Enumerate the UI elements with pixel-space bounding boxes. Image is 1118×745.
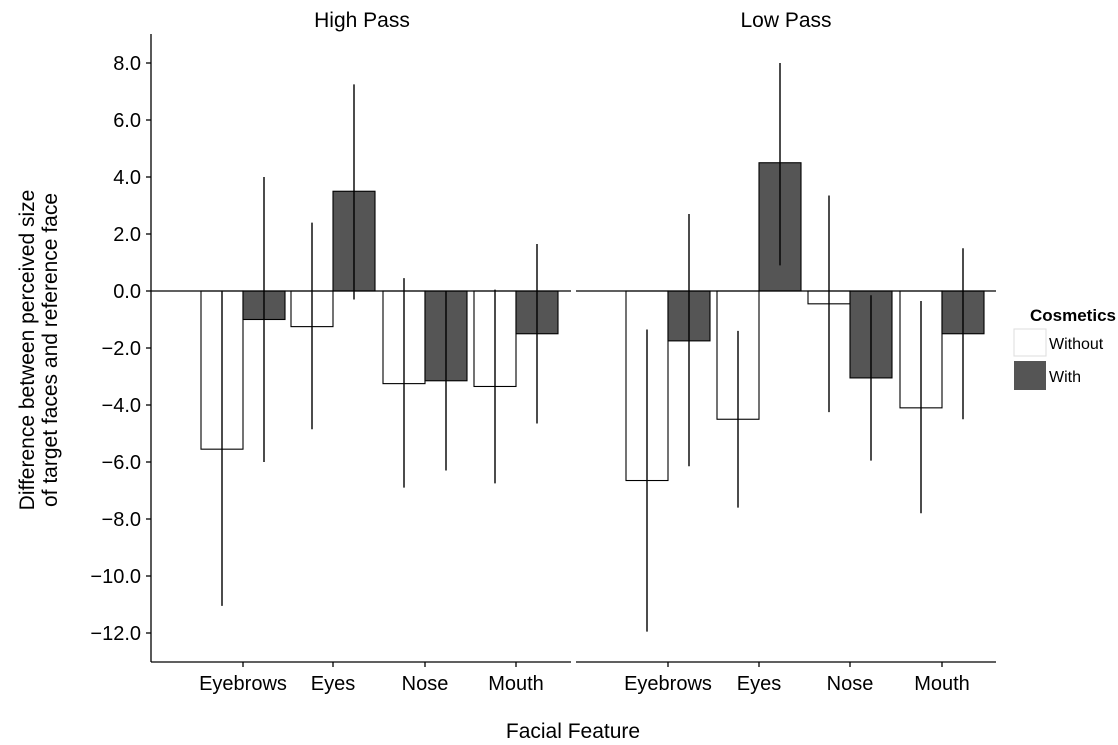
x-tick-label: Nose — [827, 673, 874, 695]
legend-title: Cosmetics — [1030, 306, 1116, 325]
y-tick-label: −2.0 — [102, 338, 141, 360]
x-tick-label: Mouth — [488, 673, 544, 695]
y-axis-title-line-1: Difference between perceived size — [16, 190, 39, 511]
legend-swatch-without — [1013, 328, 1047, 357]
x-tick-label: Mouth — [914, 673, 970, 695]
facet-title: Low Pass — [740, 9, 831, 32]
x-tick-label: Eyes — [311, 673, 355, 695]
y-tick-label: −4.0 — [102, 395, 141, 417]
y-tick-label: −6.0 — [102, 452, 141, 474]
legend: Cosmetics Without With — [1013, 306, 1116, 390]
x-tick-label: Eyebrows — [624, 673, 712, 695]
y-tick-label: 0.0 — [113, 281, 141, 303]
legend-swatch-with — [1014, 361, 1046, 390]
x-tick-label: Nose — [402, 673, 449, 695]
y-axis-title-line-2: of target faces and reference face — [39, 193, 62, 507]
y-axis-title: Difference between perceived size of tar… — [16, 190, 62, 511]
y-tick-label: 2.0 — [113, 224, 141, 246]
y-tick-label: 6.0 — [113, 110, 141, 132]
x-axis-title: Facial Feature — [506, 720, 640, 743]
x-tick-label: Eyes — [737, 673, 781, 695]
y-tick-label: 4.0 — [113, 167, 141, 189]
facet-panel: Low Pass Eyebrows Eyes Nose Mouth — [576, 9, 996, 695]
y-tick-label: 8.0 — [113, 53, 141, 75]
legend-label-without: Without — [1049, 336, 1104, 353]
y-tick-label: −8.0 — [102, 509, 141, 531]
y-axis-ticks: 8.0 6.0 4.0 2.0 0.0 −2.0 −4.0 −6.0 −8.0 −10.0 −12.… — [90, 53, 151, 645]
y-tick-label: −12.0 — [90, 623, 141, 645]
y-tick-label: −10.0 — [90, 566, 141, 588]
facet-panels: High Pass Eyebrows Eyes Nose Mouth Low Pass Ey… — [151, 9, 996, 695]
x-tick-label: Eyebrows — [199, 673, 287, 695]
legend-label-with: With — [1049, 369, 1081, 386]
facet-title: High Pass — [314, 9, 410, 32]
facet-panel: High Pass Eyebrows Eyes Nose Mouth — [151, 9, 571, 695]
